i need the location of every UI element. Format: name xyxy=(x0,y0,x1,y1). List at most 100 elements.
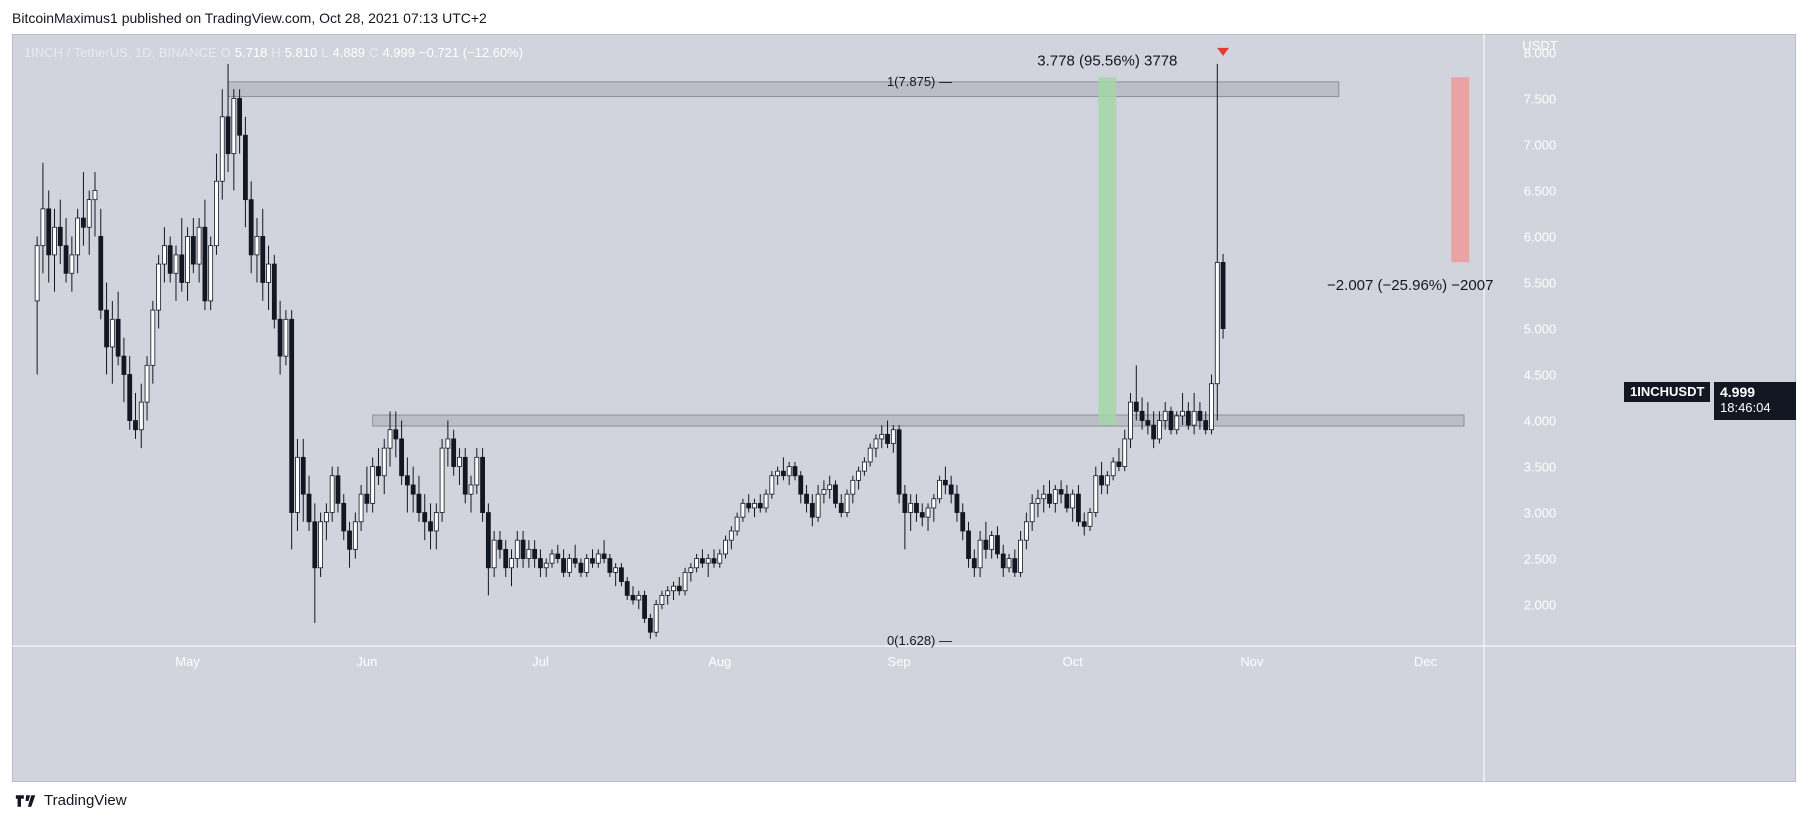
candle-2021-08-28 xyxy=(873,434,879,458)
candle-body xyxy=(225,116,231,155)
candle-body xyxy=(948,484,954,495)
candle-body xyxy=(179,254,185,283)
candle-2021-07-06 xyxy=(566,553,572,577)
legend-high-label: H xyxy=(271,45,281,60)
candle-body xyxy=(769,475,775,495)
candle-2021-04-24 xyxy=(144,356,150,421)
candle-body xyxy=(705,558,711,564)
candle-body xyxy=(144,364,150,403)
candle-body xyxy=(520,539,526,559)
candle-2021-05-19 xyxy=(289,310,295,550)
candle-body xyxy=(451,438,457,467)
candle-2021-08-07 xyxy=(752,498,757,518)
fib-label-0: 1(7.875) — xyxy=(887,74,952,89)
candle-2021-09-28 xyxy=(1052,484,1058,513)
candle-body xyxy=(162,245,167,265)
candle-2021-06-25 xyxy=(503,540,509,577)
candle-body xyxy=(410,484,416,495)
candle-2021-10-01 xyxy=(1070,489,1076,522)
candle-body xyxy=(300,456,306,495)
candlestick-chart[interactable]: 3.778 (95.56%) 3778 −2.007 (−25.96%) −200… xyxy=(12,34,1796,782)
candle-2021-05-06 xyxy=(214,153,219,255)
candle-2021-08-19 xyxy=(821,480,827,504)
candle-2021-05-25 xyxy=(323,503,329,541)
candle-2021-08-13 xyxy=(786,461,792,485)
candle-2021-09-23 xyxy=(1023,512,1029,550)
candle-2021-05-05 xyxy=(208,236,214,311)
candle-2021-04-28 xyxy=(167,236,173,283)
candle-2021-09-06 xyxy=(925,503,931,531)
legend-low: 4.889 xyxy=(332,45,366,60)
candle-body xyxy=(757,502,763,509)
candle-2021-10-04 xyxy=(1087,507,1093,531)
candle-body xyxy=(358,493,364,523)
legend-close-label: C xyxy=(369,45,379,60)
candle-2021-10-12 xyxy=(1133,365,1139,421)
candle-body xyxy=(283,318,289,357)
candle-body xyxy=(474,456,480,486)
candle-body xyxy=(1168,410,1174,431)
candle-body xyxy=(676,585,682,592)
candle-2021-07-18 xyxy=(636,590,642,610)
candle-2021-05-18 xyxy=(283,310,289,366)
candle-2021-04-26 xyxy=(156,254,162,329)
candle-2021-07-26 xyxy=(682,567,688,596)
candle-2021-08-17 xyxy=(809,494,815,527)
chart-background xyxy=(12,34,1796,782)
candle-body xyxy=(219,116,225,182)
candle-body xyxy=(185,236,190,283)
candle-2021-09-10 xyxy=(948,475,954,504)
candle-body xyxy=(879,433,885,440)
last-price-tag: 4.999 18:46:04 xyxy=(1714,382,1796,420)
candle-2021-04-12 xyxy=(75,208,81,274)
candle-body xyxy=(821,489,827,495)
candle-2021-05-16 xyxy=(271,254,277,329)
candle-body xyxy=(208,245,214,302)
candle-2021-04-13 xyxy=(81,172,86,246)
candle-body xyxy=(173,254,179,274)
candle-body xyxy=(1087,512,1093,527)
candle-2021-04-09 xyxy=(57,199,63,265)
candle-body xyxy=(890,429,896,444)
candle-body xyxy=(404,475,410,486)
candle-2021-05-07 xyxy=(219,89,225,200)
candle-body xyxy=(1029,502,1035,523)
candle-2021-06-05 xyxy=(387,411,393,467)
candle-2021-06-18 xyxy=(462,448,468,504)
candle-2021-08-29 xyxy=(879,425,885,449)
candle-2021-05-08 xyxy=(225,63,231,173)
candle-body xyxy=(977,539,983,569)
candle-body xyxy=(711,558,717,564)
candle-2021-07-08 xyxy=(578,558,584,577)
candle-2021-09-03 xyxy=(908,494,914,531)
candle-body xyxy=(1076,493,1081,523)
candle-body xyxy=(856,470,862,481)
candle-body xyxy=(1203,420,1209,431)
candle-2021-05-15 xyxy=(266,245,271,311)
candle-body xyxy=(150,309,156,366)
y-tick-label: 6.000 xyxy=(1524,229,1557,244)
candle-body xyxy=(75,217,81,256)
x-tick-label: Aug xyxy=(708,654,731,669)
candle-2021-06-24 xyxy=(497,530,503,559)
candle-2021-04-08 xyxy=(52,208,57,292)
candle-2021-05-10 xyxy=(237,89,243,154)
y-tick-label: 2.500 xyxy=(1524,552,1557,567)
candle-2021-10-24 xyxy=(1203,411,1209,435)
candle-body xyxy=(1064,493,1070,509)
candle-body xyxy=(242,134,248,201)
candle-2021-09-18 xyxy=(995,526,1000,559)
candle-body xyxy=(1070,493,1076,509)
candle-body xyxy=(607,558,613,573)
y-tick-label: 7.500 xyxy=(1524,91,1557,106)
candle-2021-10-08 xyxy=(1110,457,1116,481)
candle-2021-09-21 xyxy=(1012,549,1018,577)
candle-body xyxy=(1000,553,1006,569)
footer[interactable]: TradingView xyxy=(12,792,127,809)
legend-high: 5.810 xyxy=(284,45,318,60)
candle-2021-08-20 xyxy=(827,475,833,499)
candle-body xyxy=(1023,521,1029,541)
candle-body xyxy=(312,521,318,569)
candle-2021-04-22 xyxy=(133,392,138,439)
candle-body xyxy=(1151,424,1157,440)
